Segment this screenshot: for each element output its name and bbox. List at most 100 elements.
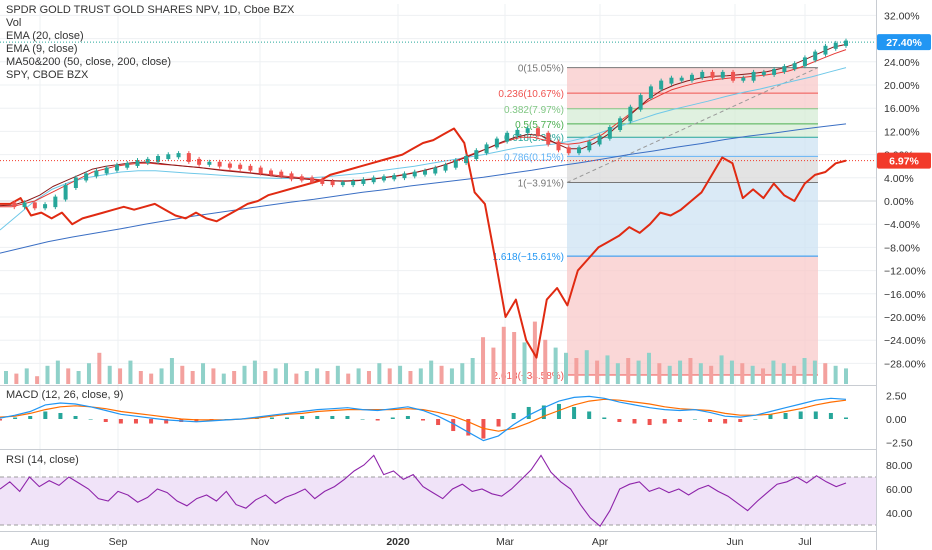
volume-bar — [149, 373, 154, 384]
time-tick-label: Apr — [592, 536, 609, 548]
macd-histogram-bar — [330, 415, 335, 419]
rsi-panel — [0, 454, 876, 528]
volume-bar — [97, 352, 102, 384]
macd-histogram-bar — [164, 419, 169, 424]
volume-bar — [201, 363, 206, 384]
volume-bar — [398, 365, 403, 384]
candle-body — [710, 71, 715, 78]
candle-body — [412, 171, 417, 177]
legend-vol[interactable]: Vol — [6, 17, 21, 29]
volume-bar — [719, 355, 724, 384]
legend-spy[interactable]: SPY, CBOE BZX — [6, 69, 89, 81]
volume-bar — [761, 368, 766, 384]
gld-badge — [877, 34, 931, 51]
volume-bar — [159, 368, 164, 384]
price-axis[interactable]: 32.00%28.00%24.00%20.00%16.00%12.00%8.00… — [0, 10, 931, 520]
ma50-line — [0, 67, 847, 231]
candle-body — [73, 177, 78, 188]
candle-body — [135, 160, 140, 166]
fib-zone — [567, 182, 818, 257]
macd-histogram-bar — [315, 415, 320, 419]
volume-bar — [128, 360, 133, 384]
price-tick-label: 4.00% — [884, 173, 914, 185]
macd-histogram-bar — [572, 406, 577, 419]
volume-bar — [169, 358, 174, 384]
legend-ma50-200[interactable]: MA50&200 (50, close, 200, close) — [6, 56, 171, 68]
volume-bar — [626, 358, 631, 384]
candle-body — [63, 185, 68, 200]
rsi-title[interactable]: RSI (14, close) — [6, 454, 79, 466]
candle-body — [381, 176, 386, 181]
candle-body — [402, 173, 407, 179]
candle-body — [813, 51, 818, 61]
macd-histogram-bar — [602, 417, 607, 419]
candle-body — [833, 42, 838, 49]
macd-histogram-bar — [133, 419, 138, 424]
volume-bar — [14, 373, 19, 384]
price-tick-label: 12.00% — [884, 126, 920, 138]
macd-histogram-bar — [194, 419, 199, 423]
fib-zone — [567, 137, 818, 157]
macd-histogram-bar — [526, 406, 531, 419]
fib-zone — [567, 93, 818, 109]
volume-bar — [242, 365, 247, 384]
candle-body — [700, 71, 705, 78]
candle-body — [844, 40, 848, 46]
candle-body — [94, 170, 99, 177]
spy-badge — [877, 152, 931, 169]
volume-bar — [833, 365, 838, 384]
volume-bar — [429, 360, 434, 384]
volume-bar — [657, 363, 662, 384]
ma200-line — [0, 123, 847, 254]
candle-body — [176, 153, 181, 158]
macd-histogram-bar — [224, 419, 229, 420]
price-tick-label: −16.00% — [884, 289, 926, 301]
volume-bar — [812, 360, 817, 384]
rsi-line — [0, 454, 847, 528]
macd-histogram-bar — [496, 419, 501, 427]
fib-level-label: 0.618(3.33%) — [504, 133, 564, 144]
volume-bar — [688, 358, 693, 384]
volume-bar — [781, 363, 786, 384]
macd-histogram-bar — [738, 419, 743, 423]
macd-histogram-bar — [118, 419, 123, 424]
volume-bar — [418, 368, 423, 384]
volume-bar — [605, 355, 610, 384]
time-tick-label: Mar — [496, 536, 515, 548]
macd-histogram-bar — [421, 419, 425, 421]
candle-body — [587, 141, 592, 151]
fib-level-label: 2.618(−34.58%) — [493, 371, 564, 382]
candle-body — [731, 71, 736, 81]
macd-line — [0, 395, 847, 442]
fib-zone — [567, 108, 818, 124]
symbol-title[interactable]: SPDR GOLD TRUST GOLD SHARES NPV, 1D, Cbo… — [6, 4, 295, 16]
candle-body — [566, 147, 571, 154]
volume-bar — [66, 368, 71, 384]
candle-body — [84, 173, 89, 181]
macd-histogram-bar — [647, 419, 652, 426]
rsi-tick-label: 80.00 — [886, 460, 912, 472]
time-tick-label: Nov — [251, 536, 270, 548]
time-axis[interactable]: Aug Sep Nov 2020 Mar Apr Jun Jul — [31, 536, 812, 548]
macd-title[interactable]: MACD (12, 26, close, 9) — [6, 389, 123, 401]
macd-histogram-bar — [13, 417, 18, 419]
macd-histogram-bar — [692, 419, 697, 420]
macd-tick-label: 0.00 — [886, 414, 907, 426]
candle-body — [114, 164, 119, 171]
volume-bar — [86, 363, 91, 384]
fib-level-label: 0.786(0.15%) — [504, 152, 564, 163]
macd-histogram-bar — [662, 419, 667, 424]
volume-bar — [4, 371, 8, 384]
legend-ema9[interactable]: EMA (9, close) — [6, 43, 78, 55]
macd-histogram-bar — [88, 419, 93, 420]
legend-ema20[interactable]: EMA (20, close) — [6, 30, 84, 42]
volume-bar — [678, 360, 683, 384]
price-tick-label: −24.00% — [884, 335, 926, 347]
candle-body — [648, 86, 653, 99]
macd-tick-label: −2.50 — [886, 438, 913, 450]
time-tick-label: Aug — [31, 536, 50, 548]
fib-zone — [567, 156, 818, 183]
volume-bar — [595, 360, 600, 384]
fib-zone — [567, 256, 818, 375]
spy-badge-label: 6.97% — [889, 156, 919, 168]
